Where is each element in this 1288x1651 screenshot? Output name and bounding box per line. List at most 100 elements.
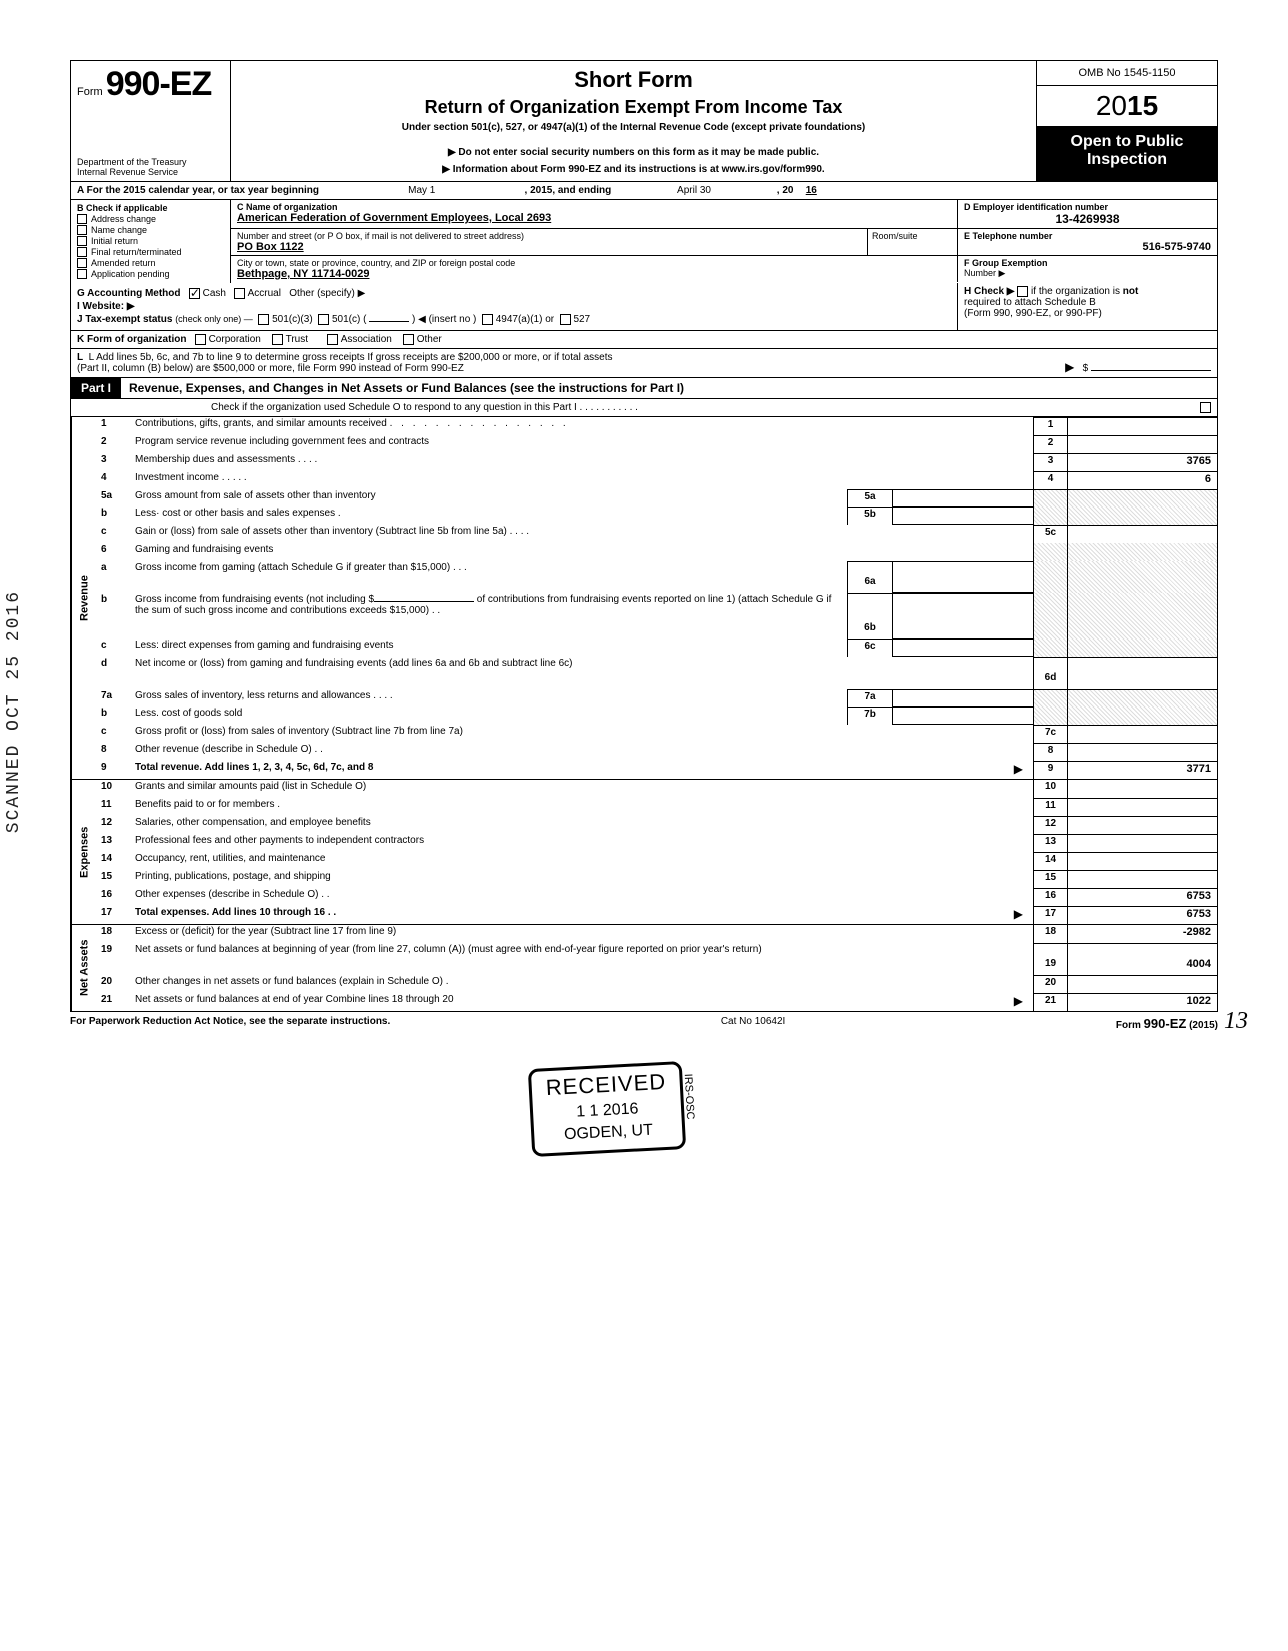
line-7b: Less. cost of goods sold xyxy=(131,707,847,725)
do-not-enter: ▶ Do not enter social security numbers o… xyxy=(241,147,1026,158)
stamp-received: RECEIVED xyxy=(545,1069,667,1101)
row-l: L L Add lines 5b, 6c, and 7b to line 9 t… xyxy=(70,349,1218,378)
line-19: Net assets or fund balances at beginning… xyxy=(131,943,1033,975)
row-a-end-prefix: , 20 xyxy=(777,185,794,196)
chk-527[interactable] xyxy=(560,314,571,325)
line-1: Contributions, gifts, grants, and simila… xyxy=(131,417,1033,435)
row-a-tax-year: A For the 2015 calendar year, or tax yea… xyxy=(70,182,1218,200)
header-right: OMB No 1545-1150 2015 Open to Public Ins… xyxy=(1037,61,1217,181)
net-assets-section: Net Assets 18Excess or (deficit) for the… xyxy=(70,925,1218,1012)
chk-schedule-o[interactable] xyxy=(1200,402,1211,413)
room-suite-label: Room/suite xyxy=(867,229,957,255)
open-to-public: Open to Public Inspection xyxy=(1037,127,1217,181)
ein-value: 13-4269938 xyxy=(964,212,1211,226)
chk-amended-return[interactable]: Amended return xyxy=(77,258,224,268)
received-stamp: RECEIVED 1 1 2016 OGDEN, UT IRS-OSC xyxy=(528,1061,687,1157)
expenses-label: Expenses xyxy=(71,780,97,924)
line-20: Other changes in net assets or fund bala… xyxy=(131,975,1033,993)
chk-cash[interactable] xyxy=(189,288,200,299)
row-h: H Check ▶ if the organization is not req… xyxy=(957,283,1217,330)
line-9: Total revenue. Add lines 1, 2, 3, 4, 5c,… xyxy=(131,761,1033,779)
open-line1: Open to Public xyxy=(1043,133,1211,151)
chk-schedule-b[interactable] xyxy=(1017,286,1028,297)
label-city: City or town, state or province, country… xyxy=(237,258,951,268)
chk-4947[interactable] xyxy=(482,314,493,325)
line-6: Gaming and fundraising events xyxy=(131,543,1033,561)
info-about: ▶ Information about Form 990-EZ and its … xyxy=(241,164,1026,175)
line-11: Benefits paid to or for members . xyxy=(131,798,1033,816)
tax-year-end-month: April 30 xyxy=(614,185,774,196)
form-number: 990-EZ xyxy=(106,65,212,103)
part-1-label: Part I xyxy=(71,378,121,398)
line-6b: Gross income from fundraising events (no… xyxy=(131,593,847,639)
chk-address-change[interactable]: Address change xyxy=(77,214,224,224)
row-a-label: A For the 2015 calendar year, or tax yea… xyxy=(77,185,319,196)
line-5b: Less· cost or other basis and sales expe… xyxy=(131,507,847,525)
omb-number: OMB No 1545-1150 xyxy=(1037,61,1217,86)
chk-initial-return[interactable]: Initial return xyxy=(77,236,224,246)
footer-mid: Cat No 10642I xyxy=(721,1016,786,1031)
line-7a: Gross sales of inventory, less returns a… xyxy=(131,689,847,707)
short-form-title: Short Form xyxy=(241,67,1026,93)
header-center: Short Form Return of Organization Exempt… xyxy=(231,61,1037,181)
line-10: Grants and similar amounts paid (list in… xyxy=(131,780,1033,798)
line-16: Other expenses (describe in Schedule O) … xyxy=(131,888,1033,906)
tax-year: 2015 xyxy=(1037,86,1217,127)
label-ein: D Employer identification number xyxy=(964,202,1211,212)
stamp-side: IRS-OSC xyxy=(682,1073,696,1119)
line-14: Occupancy, rent, utilities, and maintena… xyxy=(131,852,1033,870)
revenue-section: Revenue 1Contributions, gifts, grants, a… xyxy=(70,417,1218,780)
line-21: Net assets or fund balances at end of ye… xyxy=(131,993,1033,1011)
line-8: Other revenue (describe in Schedule O) .… xyxy=(131,743,1033,761)
street-value: PO Box 1122 xyxy=(237,241,861,253)
chk-name-change[interactable]: Name change xyxy=(77,225,224,235)
line-6a: Gross income from gaming (attach Schedul… xyxy=(131,561,847,593)
revenue-label: Revenue xyxy=(71,417,97,779)
under-section: Under section 501(c), 527, or 4947(a)(1)… xyxy=(241,122,1026,133)
line-4: Investment income . . . . . xyxy=(131,471,1033,489)
footer: For Paperwork Reduction Act Notice, see … xyxy=(70,1012,1218,1035)
tax-year-end-year: 16 xyxy=(796,185,826,196)
chk-corporation[interactable] xyxy=(195,334,206,345)
chk-501c3[interactable] xyxy=(258,314,269,325)
footer-right: Form 990-EZ (2015) xyxy=(1116,1016,1218,1031)
form-prefix: Form xyxy=(77,86,103,98)
label-phone: E Telephone number xyxy=(964,231,1211,241)
line-15: Printing, publications, postage, and shi… xyxy=(131,870,1033,888)
chk-application-pending[interactable]: Application pending xyxy=(77,269,224,279)
open-line2: Inspection xyxy=(1043,151,1211,169)
city-value: Bethpage, NY 11714-0029 xyxy=(237,268,951,280)
line-5c: Gain or (loss) from sale of assets other… xyxy=(131,525,1033,543)
part-1-header: Part I Revenue, Expenses, and Changes in… xyxy=(70,378,1218,399)
chk-501c[interactable] xyxy=(318,314,329,325)
phone-value: 516-575-9740 xyxy=(964,241,1211,253)
row-a-mid: , 2015, and ending xyxy=(525,185,612,196)
part-1-sub: Check if the organization used Schedule … xyxy=(70,399,1218,417)
part-1-title: Revenue, Expenses, and Changes in Net As… xyxy=(121,378,1217,398)
chk-other-org[interactable] xyxy=(403,334,414,345)
line-17: Total expenses. Add lines 10 through 16 … xyxy=(131,906,1033,924)
chk-final-return[interactable]: Final return/terminated xyxy=(77,247,224,257)
line-7c: Gross profit or (loss) from sales of inv… xyxy=(131,725,1033,743)
header-left: Form 990-EZ Department of the Treasury I… xyxy=(71,61,231,181)
footer-left: For Paperwork Reduction Act Notice, see … xyxy=(70,1016,390,1031)
section-b-to-f: B Check if applicable Address change Nam… xyxy=(70,200,1218,283)
chk-trust[interactable] xyxy=(272,334,283,345)
scanned-stamp: SCANNED OCT 25 2016 xyxy=(4,590,24,833)
line-3: Membership dues and assessments . . . . xyxy=(131,453,1033,471)
tax-year-begin: May 1 xyxy=(322,185,522,196)
net-assets-label: Net Assets xyxy=(71,925,97,1011)
dept1: Department of the Treasury xyxy=(77,157,224,167)
return-title: Return of Organization Exempt From Incom… xyxy=(241,97,1026,118)
line-13: Professional fees and other payments to … xyxy=(131,834,1033,852)
year-bold: 15 xyxy=(1127,90,1158,121)
chk-accrual[interactable] xyxy=(234,288,245,299)
chk-association[interactable] xyxy=(327,334,338,345)
stamp-location: OGDEN, UT xyxy=(548,1121,669,1145)
dept-block: Department of the Treasury Internal Reve… xyxy=(77,157,224,177)
row-g-to-j: G Accounting Method Cash Accrual Other (… xyxy=(70,283,1218,331)
expenses-section: Expenses 10Grants and similar amounts pa… xyxy=(70,780,1218,925)
label-org-name: C Name of organization xyxy=(237,202,951,212)
col-b-title: B Check if applicable xyxy=(77,203,224,213)
page-number: 13 xyxy=(1224,1008,1248,1035)
